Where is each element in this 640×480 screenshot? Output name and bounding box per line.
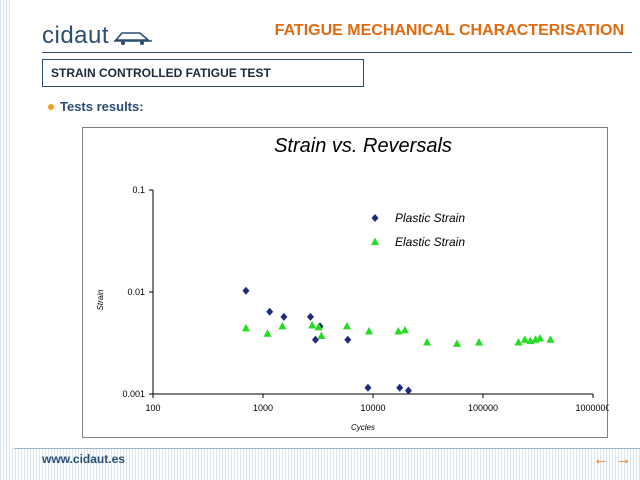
- right-arrow-icon[interactable]: →: [615, 451, 631, 468]
- y-axis-label: Strain: [96, 289, 105, 310]
- elastic-strain-point: [452, 339, 461, 347]
- cidaut-logo: cidaut: [42, 22, 110, 49]
- plastic-strain-point: [404, 386, 412, 395]
- elastic-strain-point: [263, 329, 272, 337]
- subtitle-box: STRAIN CONTROLLED FATIGUE TEST: [42, 59, 364, 87]
- y-tick-label: 0.001: [122, 389, 145, 399]
- subtitle-text: STRAIN CONTROLLED FATIGUE TEST: [51, 66, 271, 80]
- plastic-strain-point: [364, 383, 372, 392]
- elastic-strain-point: [536, 334, 545, 342]
- elastic-strain-point: [278, 321, 287, 330]
- x-tick-label: 1000: [253, 403, 273, 413]
- plastic-strain-point: [311, 335, 319, 344]
- plastic-strain-point: [396, 383, 404, 392]
- plastic-strain-point: [242, 286, 250, 295]
- x-tick-label: 10000: [360, 403, 385, 413]
- footer-url: www.cidaut.es: [42, 452, 125, 466]
- elastic-strain-point: [546, 335, 555, 343]
- strain-vs-reversals-chart: Strain vs. Reversals 100 1000 10000 100000 10…: [96, 135, 609, 432]
- footer-bar: [0, 448, 640, 480]
- elastic-strain-point: [241, 323, 250, 332]
- slide-title: FATIGUE MECHANICAL CHARACTERISATION: [274, 22, 624, 39]
- elastic-strain-point: [365, 326, 374, 335]
- y-tick-label: 0.1: [132, 185, 145, 195]
- plastic-strain-point: [344, 335, 352, 344]
- x-tick-label: 1000000: [575, 403, 609, 413]
- elastic-strain-point: [317, 331, 326, 340]
- car-logo-icon: [114, 32, 152, 45]
- elastic-strain-point: [400, 325, 409, 334]
- elastic-strain-point: [308, 320, 317, 329]
- left-decorative-stripes: [0, 0, 12, 480]
- left-arrow-icon[interactable]: ←: [593, 451, 609, 468]
- chart-title: Strain vs. Reversals: [274, 135, 452, 157]
- section-label: Tests results:: [60, 99, 144, 114]
- footer-divider: [14, 448, 640, 449]
- elastic-strain-point: [342, 321, 351, 330]
- legend-elastic-marker: [371, 237, 379, 245]
- elastic-strain-point: [475, 337, 484, 346]
- plastic-strain-point: [266, 307, 274, 316]
- legend-plastic-marker: [371, 214, 379, 222]
- x-tick-label: 100000: [468, 403, 498, 413]
- elastic-strain-point: [514, 337, 523, 346]
- y-tick-label: 0.01: [127, 287, 145, 297]
- legend-elastic-label: Elastic Strain: [395, 235, 465, 249]
- bullet-dot-icon: [48, 104, 54, 110]
- elastic-strain-point: [394, 326, 403, 335]
- x-axis-label: Cycles: [351, 423, 375, 432]
- plastic-strain-point: [306, 312, 314, 321]
- plastic-strain-point: [280, 312, 288, 321]
- elastic-strain-point: [520, 335, 529, 343]
- x-tick-label: 100: [145, 403, 160, 413]
- elastic-strain-point: [423, 337, 432, 346]
- elastic-strain-point: [314, 322, 323, 331]
- chart-frame: Strain vs. Reversals 100 1000 10000 100000 10…: [82, 127, 609, 438]
- legend-plastic-label: Plastic Strain: [395, 211, 465, 225]
- header-divider: [42, 52, 632, 53]
